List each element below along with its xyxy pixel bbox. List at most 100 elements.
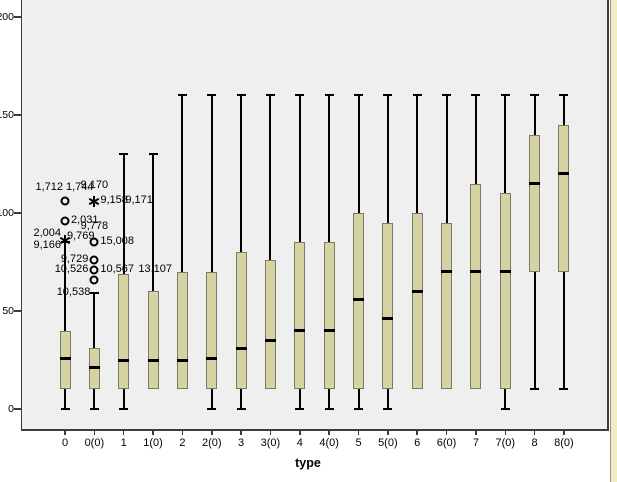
median-line [558,172,570,176]
box-plot-box [499,193,511,390]
upper-whisker-cap [442,94,452,97]
upper-whisker-line [298,95,301,243]
x-tick-label: 2(0) [201,437,222,449]
upper-whisker-cap [295,94,305,97]
box-plot-box [470,183,482,390]
lower-whisker-line [298,389,301,409]
x-tick-label: 3(0) [260,437,281,449]
outlier-case-label: 9,778 [80,220,109,233]
lower-whisker-cap [236,408,246,410]
plot-frame-right [607,0,609,430]
outlier-case-label: 9,166 [33,239,61,252]
x-tick-mark [211,430,213,435]
right-edge-border [609,0,611,482]
x-tick-mark [299,430,301,435]
median-line [264,338,276,342]
x-tick-mark [269,430,272,435]
median-line [176,358,188,362]
lower-whisker-line [93,389,96,409]
upper-whisker-cap [471,94,481,97]
box-plot-box [353,213,364,390]
upper-whisker-cap [324,94,334,97]
y-tick-mark [14,408,21,410]
lower-whisker-line [328,389,331,409]
box-plot-box [147,291,159,390]
x-tick-mark [240,430,242,435]
upper-whisker-line [386,95,389,223]
x-tick-label: 7(0) [495,437,516,449]
x-tick-mark [64,430,66,435]
lower-whisker-line [210,389,213,409]
y-tick-mark [14,212,21,214]
y-tick-label: 100 [0,206,14,219]
upper-whisker-line [445,95,448,223]
upper-whisker-cap [207,94,217,97]
outlier-case-label: 9,729 [60,253,89,266]
median-line [88,366,100,370]
upper-whisker-line [504,95,507,194]
x-tick-mark [93,430,96,435]
x-tick-mark [445,430,448,435]
x-tick-label: 0(0) [84,437,105,449]
lower-whisker-line [386,389,389,409]
lower-whisker-line [357,389,360,409]
upper-whisker-cap [500,94,510,97]
outlier-circle-marker [89,237,99,247]
x-tick-label: 1 [120,437,127,449]
lower-whisker-cap [89,408,99,410]
outlier-case-label: 15,008 [100,235,134,248]
outlier-case-label: 1,712 [35,181,63,194]
x-tick-label: 6 [414,437,421,449]
upper-whisker-cap [177,94,187,97]
upper-whisker-cap [383,94,393,97]
upper-whisker-cap [412,94,422,97]
outlier-case-label: 10,538 [56,285,91,298]
x-tick-label: 0 [61,437,69,449]
x-tick-mark [357,430,360,435]
upper-whisker-cap [119,153,129,156]
y-axis-line [20,0,22,430]
lower-whisker-line [240,389,243,409]
upper-whisker-line [328,95,331,243]
x-tick-label: 5(0) [378,437,398,449]
upper-whisker-cap [89,292,99,295]
box-plot-box [264,260,276,390]
y-tick-label: 150 [0,108,14,121]
upper-whisker-line [181,95,184,272]
outlier-case-label: 9,171 [125,194,153,207]
median-line [353,297,364,301]
outlier-case-label: 9,769 [67,230,95,243]
right-edge-strip [611,0,617,482]
x-tick-label: 2 [179,437,186,449]
outlier-case-label: 10,526 [54,262,89,275]
upper-whisker-line [64,242,66,331]
upper-whisker-line [357,95,360,213]
upper-whisker-cap [265,94,275,97]
lower-whisker-cap [60,408,70,410]
y-tick-mark [14,16,21,18]
lower-whisker-cap [354,408,363,410]
x-tick-label: 6(0) [436,437,457,449]
median-line [499,270,511,274]
y-tick-label: 50 [2,304,14,317]
y-tick-mark [14,310,21,312]
box-plot-box [411,213,423,390]
x-tick-mark [416,430,418,435]
x-axis-title: type [295,456,321,470]
x-tick-mark [122,430,125,435]
upper-whisker-line [122,154,125,274]
x-tick-label: 4(0) [319,437,339,449]
box-plot-box [235,252,247,390]
x-tick-mark [152,430,154,435]
upper-whisker-line [210,95,213,272]
upper-whisker-line [93,293,96,349]
outlier-case-label: 2,031 [71,213,99,226]
box-plot-box [206,271,218,390]
box-plot-box [382,222,394,390]
median-line [118,358,130,362]
lower-whisker-cap [383,408,393,410]
outlier-circle-marker [60,196,70,206]
median-line [411,289,423,293]
extreme-star-marker [89,195,100,207]
